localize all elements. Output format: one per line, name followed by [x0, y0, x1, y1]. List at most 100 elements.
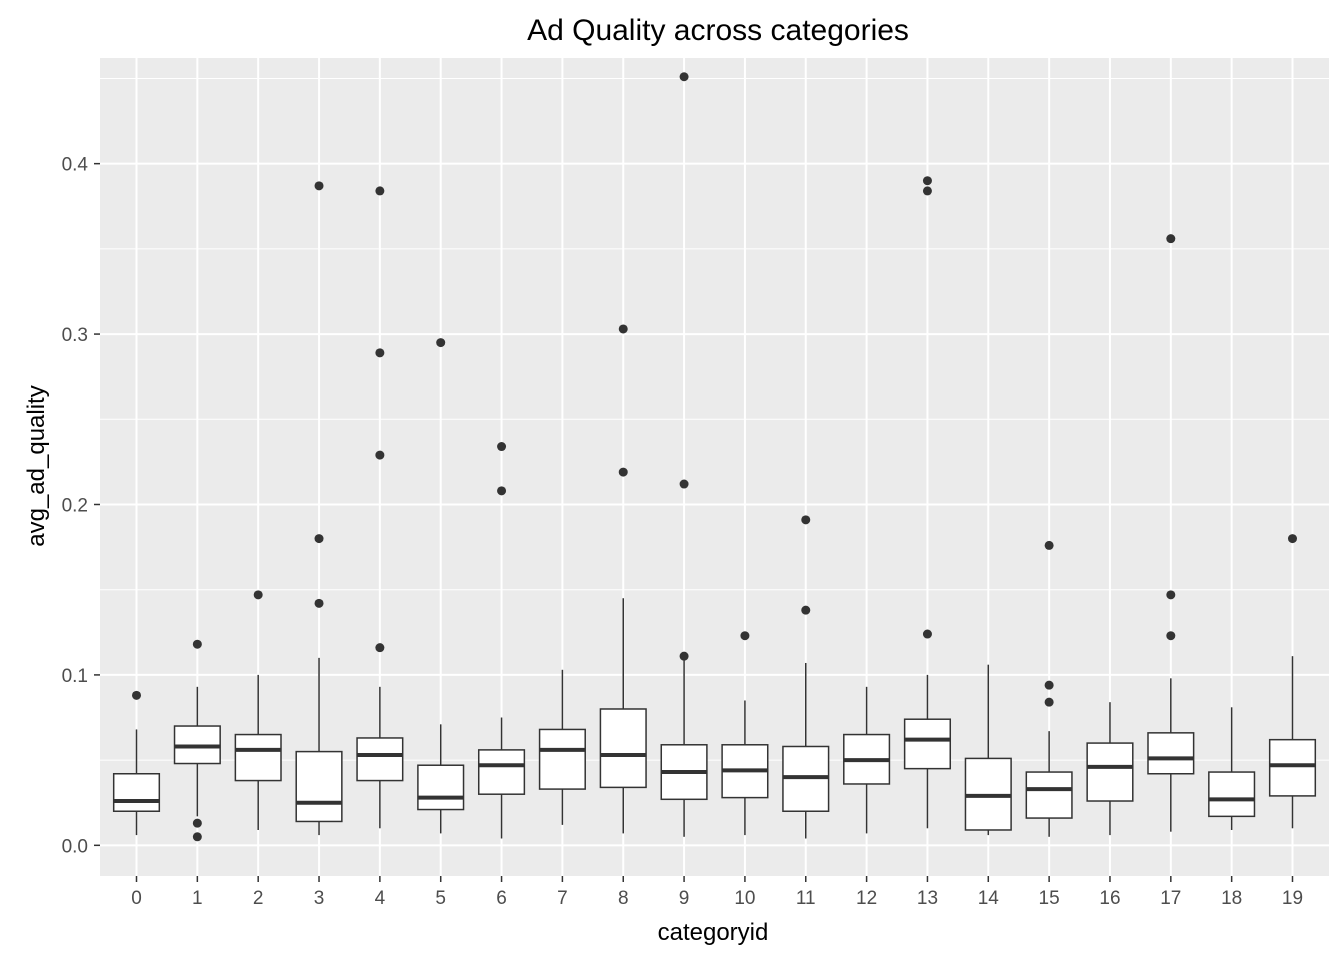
iqr-box — [599, 708, 647, 789]
box-category-5 — [417, 338, 465, 834]
outlier-point — [1166, 631, 1176, 641]
x-axis-title: categoryid — [658, 919, 769, 946]
iqr-box — [477, 749, 526, 795]
outlier-point — [314, 534, 324, 544]
outlier-point — [314, 181, 324, 191]
outlier-point — [1044, 680, 1054, 690]
outlier-point — [618, 467, 628, 477]
box-category-16 — [1086, 702, 1134, 836]
box-category-8 — [599, 324, 647, 834]
box-category-17 — [1147, 234, 1195, 832]
x-tick-label: 11 — [796, 888, 816, 909]
iqr-box — [356, 737, 404, 782]
x-tick-label: 4 — [375, 888, 386, 909]
outlier-point — [497, 442, 507, 452]
box-layer — [112, 72, 1317, 842]
outlier-point — [801, 515, 811, 525]
box-category-15 — [1025, 540, 1073, 837]
outlier-point — [679, 651, 689, 661]
outlier-point — [679, 479, 689, 489]
y-tick-label: 0.1 — [62, 666, 88, 687]
outlier-point — [192, 639, 202, 649]
x-tick-label: 5 — [435, 888, 446, 909]
box-category-4 — [356, 186, 404, 829]
outlier-point — [314, 598, 324, 608]
box-category-18 — [1208, 707, 1256, 830]
x-tick-label: 3 — [314, 888, 325, 909]
box-category-7 — [538, 669, 586, 825]
y-axis-title: avg_ad_quality — [23, 385, 50, 546]
outlier-point — [740, 631, 750, 641]
iqr-box — [295, 750, 343, 823]
y-tick-label: 0.0 — [62, 836, 88, 857]
iqr-box — [112, 773, 161, 812]
outlier-point — [253, 590, 263, 600]
box-category-1 — [173, 639, 221, 842]
x-tick-label: 13 — [917, 888, 938, 909]
outlier-point — [375, 186, 385, 196]
iqr-box — [1208, 771, 1256, 818]
outlier-point — [801, 605, 811, 615]
x-tick-label: 9 — [679, 888, 690, 909]
outlier-point — [497, 486, 507, 496]
outlier-point — [375, 643, 385, 653]
plot-panel — [100, 58, 1329, 876]
outlier-point — [1044, 540, 1054, 550]
x-tick-label: 19 — [1282, 888, 1303, 909]
x-tick-label: 2 — [253, 888, 264, 909]
outlier-point — [1287, 534, 1297, 544]
box-category-19 — [1268, 534, 1317, 829]
x-tick-label: 6 — [496, 888, 507, 909]
outlier-point — [1166, 234, 1176, 244]
y-tick-label: 0.4 — [62, 155, 89, 176]
x-tick-label: 12 — [856, 888, 877, 909]
y-tick-label: 0.3 — [62, 325, 88, 346]
y-tick-label: 0.2 — [62, 495, 88, 516]
outlier-point — [679, 72, 689, 82]
box-category-14 — [964, 664, 1012, 836]
outlier-point — [922, 186, 932, 196]
y-axis: 0.0 0.1 0.2 0.3 0.4 — [62, 155, 100, 857]
box-category-0 — [112, 690, 161, 836]
x-tick-label: 14 — [978, 888, 1000, 909]
chart-title: Ad Quality across categories — [527, 14, 909, 47]
iqr-box — [1147, 732, 1195, 775]
outlier-point — [922, 629, 932, 639]
outlier-point — [132, 690, 142, 700]
x-tick-label: 10 — [734, 888, 755, 909]
iqr-box — [1086, 742, 1134, 802]
outlier-point — [1166, 590, 1176, 600]
x-axis: 0 1 2 3 4 5 6 7 8 9 10 11 12 13 14 15 16 17 18 19 — [131, 876, 1303, 909]
box-category-13 — [903, 176, 952, 829]
outlier-point — [618, 324, 628, 334]
outlier-point — [192, 818, 202, 828]
iqr-box — [903, 718, 952, 770]
box-category-6 — [477, 442, 526, 839]
outlier-point — [922, 176, 932, 186]
iqr-box — [417, 764, 465, 811]
iqr-box — [1025, 771, 1073, 819]
outlier-point — [436, 338, 446, 348]
outlier-point — [375, 450, 385, 460]
box-category-12 — [843, 686, 891, 834]
outlier-point — [192, 832, 202, 842]
box-category-11 — [782, 515, 830, 839]
x-tick-label: 15 — [1039, 888, 1060, 909]
x-tick-label: 1 — [192, 888, 203, 909]
x-tick-label: 17 — [1160, 888, 1181, 909]
box-category-2 — [234, 590, 282, 830]
box-category-9 — [660, 72, 708, 837]
x-tick-label: 0 — [131, 888, 142, 909]
x-tick-label: 7 — [557, 888, 568, 909]
iqr-box — [234, 733, 282, 782]
outlier-point — [375, 348, 385, 358]
iqr-box — [538, 728, 586, 790]
outlier-point — [1044, 697, 1054, 707]
iqr-box — [1268, 738, 1317, 797]
x-tick-label: 18 — [1221, 888, 1242, 909]
x-tick-label: 8 — [618, 888, 629, 909]
box-category-3 — [295, 181, 343, 836]
box-category-10 — [721, 631, 769, 836]
x-tick-label: 16 — [1099, 888, 1120, 909]
